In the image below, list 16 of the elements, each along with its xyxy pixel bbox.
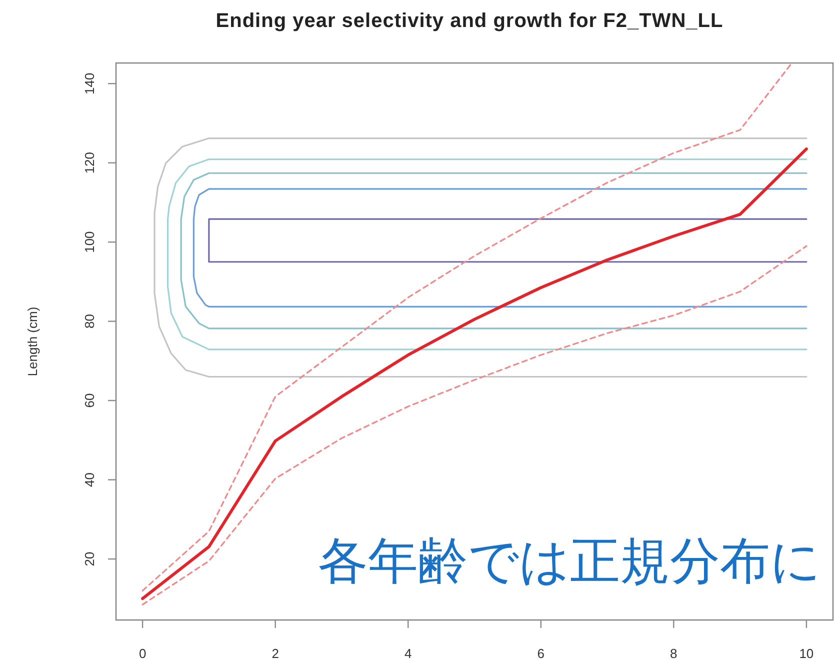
- x-tick-label: 6: [537, 646, 545, 661]
- y-tick-label: 100: [82, 231, 97, 253]
- y-tick-label: 20: [82, 552, 97, 566]
- x-tick-label: 8: [670, 646, 678, 661]
- y-tick-label: 60: [82, 393, 97, 408]
- x-tick-label: 4: [404, 646, 412, 661]
- y-tick-label: 120: [82, 152, 97, 174]
- x-tick-label: 0: [138, 646, 146, 661]
- annotation: 各年齢では正規分布に: [318, 532, 821, 590]
- y-axis-title: Length (cm): [25, 306, 40, 376]
- x-tick-label: 2: [272, 646, 279, 661]
- y-tick-label: 80: [82, 314, 97, 329]
- y-tick-label: 40: [82, 472, 97, 487]
- chart-title: Ending year selectivity and growth for F2_TWN_LL: [216, 10, 724, 32]
- x-tick-label: 10: [799, 646, 814, 661]
- y-tick-label: 140: [82, 72, 97, 94]
